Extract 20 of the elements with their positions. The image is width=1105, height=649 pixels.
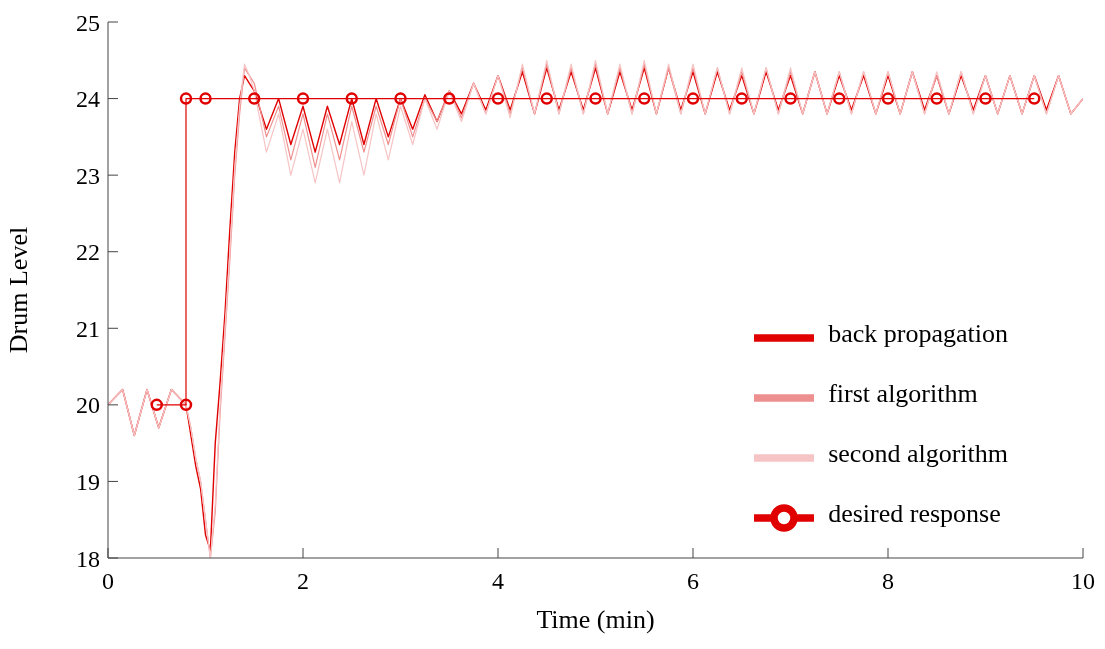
y-tick-label: 25 xyxy=(76,9,100,36)
y-tick-label: 18 xyxy=(76,545,100,572)
legend-label: back propagation xyxy=(828,318,1008,348)
y-tick-label: 23 xyxy=(76,162,100,189)
legend-label: first algorithm xyxy=(828,378,978,408)
y-tick-label: 21 xyxy=(76,315,100,342)
y-tick-label: 22 xyxy=(76,239,100,266)
x-tick-label: 10 xyxy=(1071,568,1095,595)
x-tick-label: 4 xyxy=(492,568,504,595)
y-tick-label: 20 xyxy=(76,392,100,419)
legend-label: desired response xyxy=(828,498,1001,528)
x-tick-label: 2 xyxy=(297,568,309,595)
x-tick-label: 6 xyxy=(687,568,699,595)
y-axis-title: Drum Level xyxy=(4,226,34,354)
legend-label: second algorithm xyxy=(828,438,1008,468)
x-tick-label: 8 xyxy=(882,568,894,595)
y-tick-label: 24 xyxy=(76,86,100,113)
y-tick-label: 19 xyxy=(76,468,100,495)
x-axis-title: Time (min) xyxy=(536,605,655,634)
x-tick-label: 0 xyxy=(102,568,114,595)
